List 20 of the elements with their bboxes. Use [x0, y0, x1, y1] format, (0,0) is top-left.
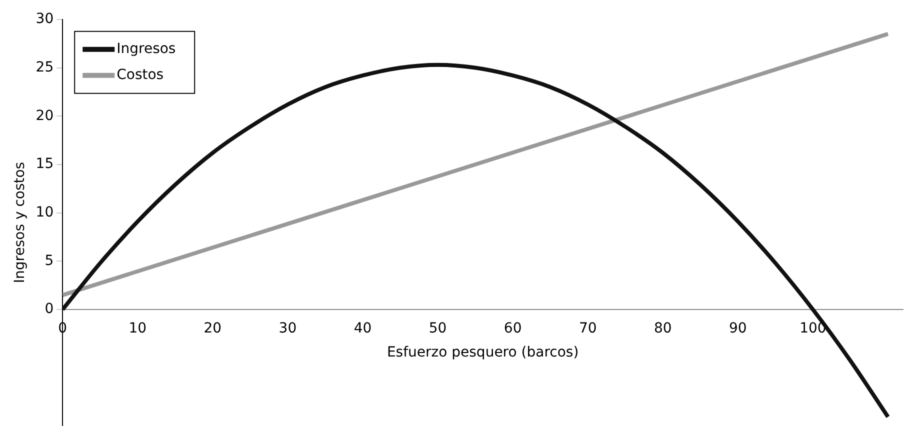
x-tick-label: 60 — [504, 320, 522, 337]
y-tick-label: 30 — [36, 11, 54, 28]
y-tick-label: 20 — [36, 108, 54, 124]
y-tick-label: 10 — [36, 204, 54, 220]
y-tick-label: 5 — [44, 252, 54, 269]
x-tick-label: 80 — [654, 320, 672, 337]
x-tick-label: 40 — [354, 320, 372, 337]
x-axis-title: Esfuerzo pesquero (barcos) — [386, 344, 579, 360]
x-tick-label: 90 — [729, 320, 747, 337]
y-axis-title: Ingresos y costos — [12, 162, 28, 284]
legend-label: Costos — [116, 67, 164, 84]
y-tick-label: 15 — [36, 156, 54, 172]
x-tick-label: 30 — [278, 320, 297, 337]
y-tick-label: 0 — [44, 301, 54, 318]
y-tick-label: 25 — [36, 59, 54, 76]
legend-label: Ingresos — [116, 41, 176, 58]
x-tick-label: 20 — [204, 320, 222, 337]
x-tick-label: 50 — [428, 320, 447, 337]
x-tick-label: 70 — [578, 320, 597, 337]
x-tick-label: 10 — [128, 320, 147, 337]
